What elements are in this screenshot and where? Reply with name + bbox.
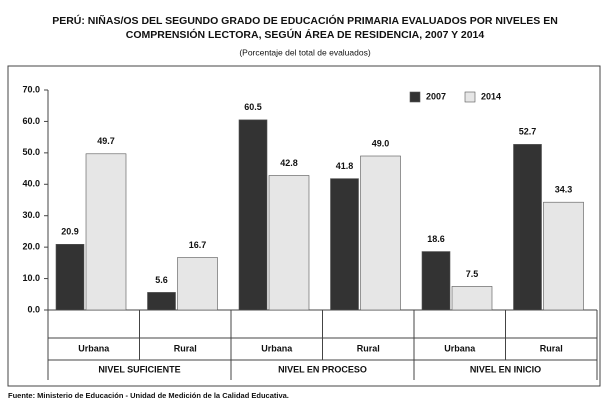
y-tick-label: 0.0 bbox=[27, 304, 40, 314]
value-label: 5.6 bbox=[155, 275, 168, 285]
group-label: NIVEL SUFICIENTE bbox=[98, 364, 180, 374]
value-label: 42.8 bbox=[280, 158, 298, 168]
value-label: 34.3 bbox=[555, 185, 573, 195]
y-tick-label: 60.0 bbox=[22, 116, 40, 126]
bar bbox=[421, 251, 451, 311]
y-tick-label: 70.0 bbox=[22, 84, 40, 94]
x-tick-label: Rural bbox=[174, 343, 197, 353]
value-label: 60.5 bbox=[244, 102, 262, 112]
value-label: 49.0 bbox=[372, 138, 390, 148]
bar bbox=[268, 175, 310, 311]
legend-label: 2007 bbox=[426, 91, 446, 101]
group-label: NIVEL EN PROCESO bbox=[278, 364, 367, 374]
source: Fuente: Ministerio de Educación - Unidad… bbox=[8, 391, 289, 400]
bar bbox=[55, 244, 85, 311]
value-label: 41.8 bbox=[336, 161, 354, 171]
y-tick-label: 40.0 bbox=[22, 179, 40, 189]
x-tick-label: Rural bbox=[357, 343, 380, 353]
x-tick-label: Urbana bbox=[78, 343, 110, 353]
chart-subtitle: (Porcentaje del total de evaluados) bbox=[239, 47, 371, 57]
value-label: 49.7 bbox=[97, 136, 115, 146]
chart-frame bbox=[7, 65, 601, 387]
group-label: NIVEL EN INICIO bbox=[470, 364, 541, 374]
bar bbox=[238, 119, 268, 311]
bar bbox=[451, 286, 493, 311]
legend-swatch bbox=[409, 91, 421, 103]
bar bbox=[513, 144, 542, 311]
bar bbox=[330, 178, 359, 311]
legend-label: 2014 bbox=[481, 91, 501, 101]
x-tick-label: Urbana bbox=[261, 343, 293, 353]
value-label: 20.9 bbox=[61, 227, 79, 237]
x-tick-label: Rural bbox=[540, 343, 563, 353]
x-tick-label: Urbana bbox=[444, 343, 476, 353]
y-tick-label: 10.0 bbox=[22, 273, 40, 283]
value-label: 18.6 bbox=[427, 234, 445, 244]
bar bbox=[543, 201, 584, 311]
bar bbox=[147, 292, 176, 311]
chart-title: PERÚ: NIÑAS/OS DEL SEGUNDO GRADO DE EDUC… bbox=[52, 14, 558, 27]
y-tick-label: 20.0 bbox=[22, 242, 40, 252]
value-label: 7.5 bbox=[466, 269, 479, 279]
bar bbox=[85, 153, 127, 311]
legend-swatch bbox=[464, 91, 476, 103]
value-label: 52.7 bbox=[519, 127, 537, 137]
bar bbox=[177, 257, 218, 311]
y-tick-label: 30.0 bbox=[22, 210, 40, 220]
y-tick-label: 50.0 bbox=[22, 147, 40, 157]
bar bbox=[360, 155, 401, 311]
value-label: 16.7 bbox=[189, 240, 207, 250]
chart-title: COMPRENSIÓN LECTORA, SEGÚN ÁREA DE RESID… bbox=[126, 28, 485, 41]
